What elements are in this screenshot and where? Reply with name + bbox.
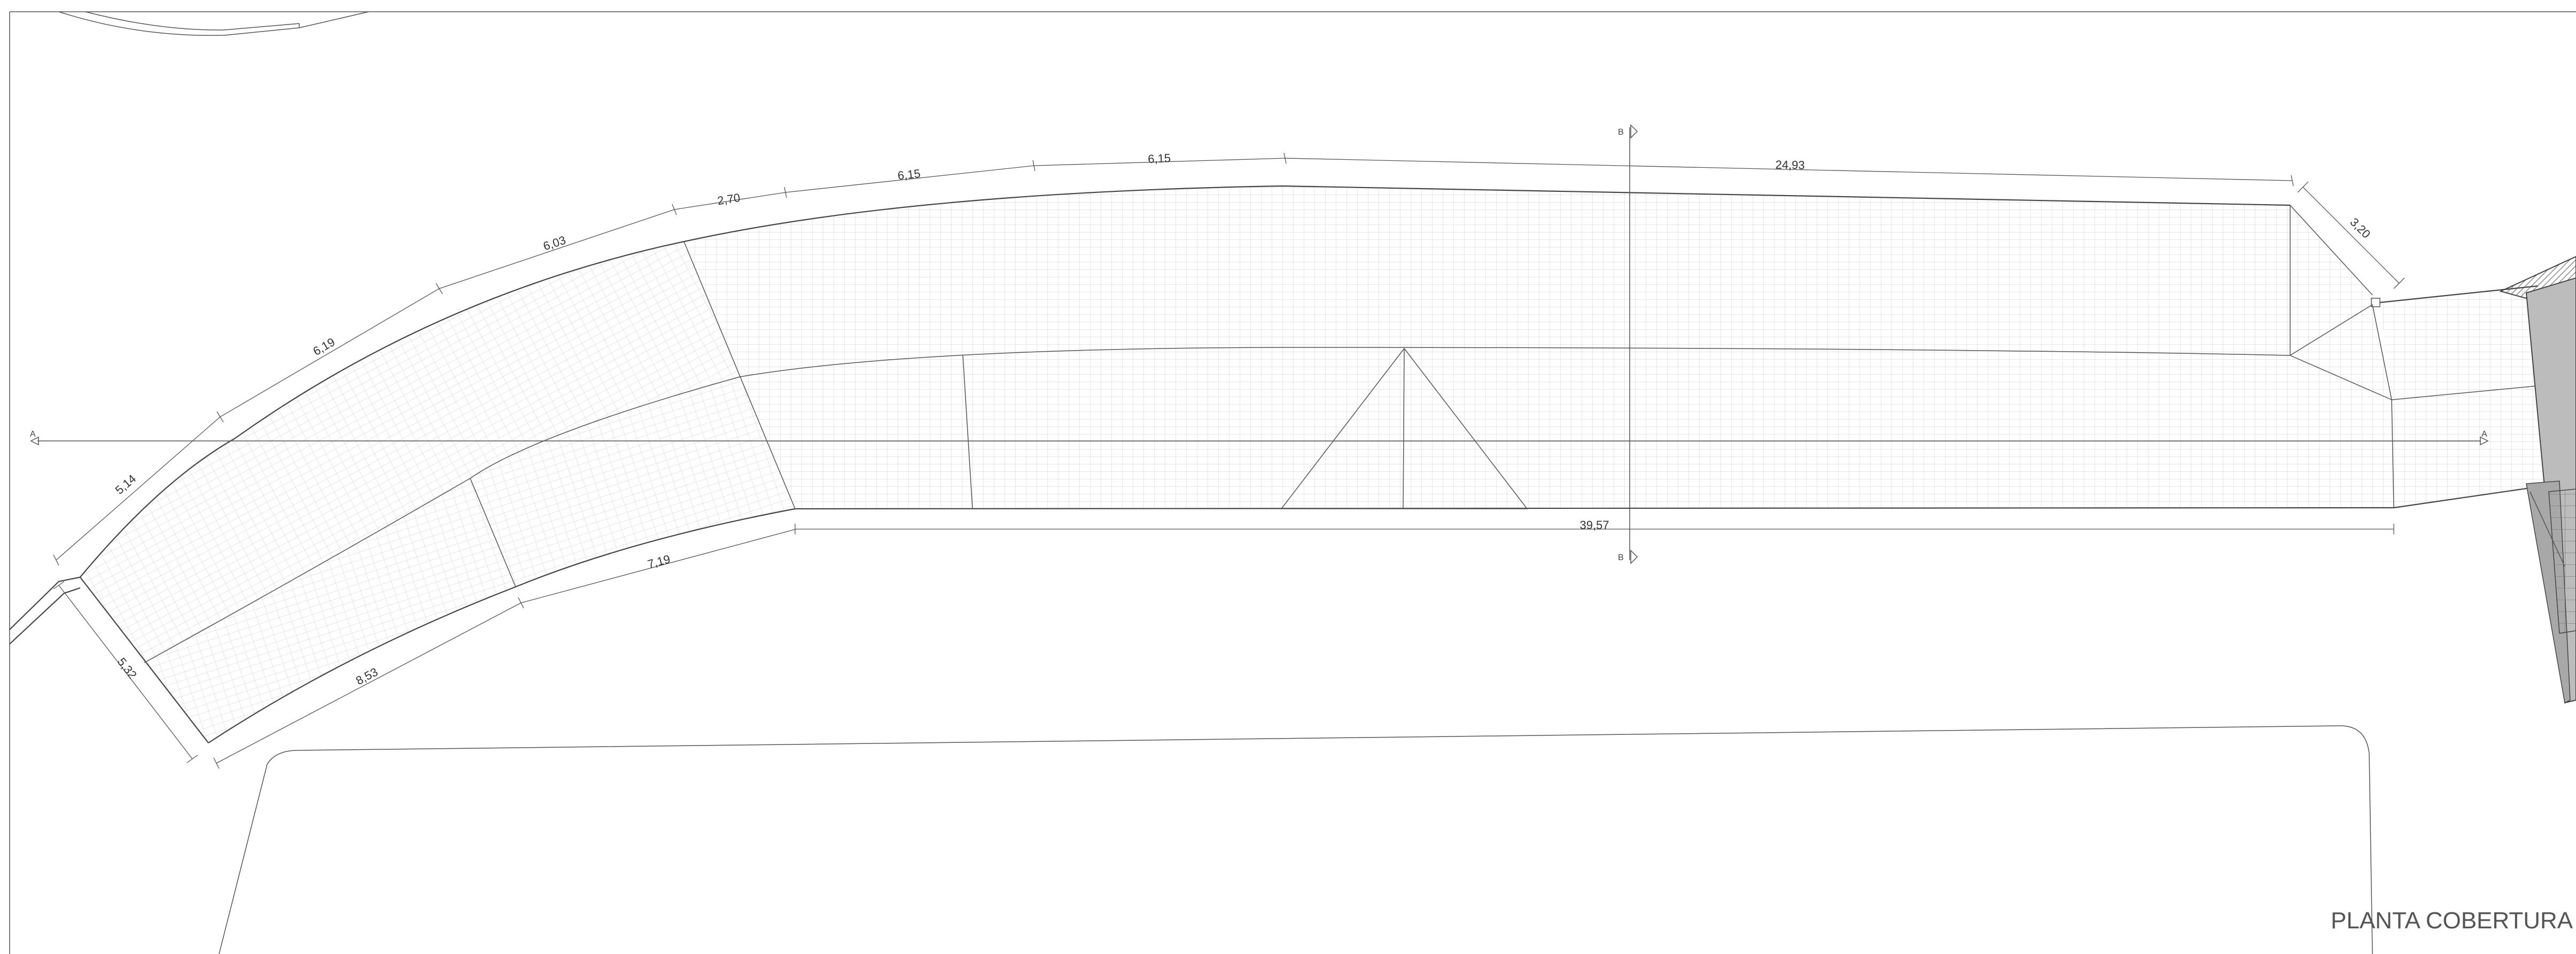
roof-wing-upper [80, 242, 740, 663]
dim-label-6-03: 6,03 [541, 233, 567, 253]
dim-label-24-93: 24,93 [1775, 158, 1804, 172]
site-outline [219, 725, 2373, 954]
adjacent-building [2499, 255, 2576, 704]
roof-wing-lower-right [470, 377, 795, 587]
dim-label-5-32: 5,32 [115, 655, 139, 681]
dim-label-6-19: 6,19 [310, 335, 337, 358]
dim-label-39-57: 39,57 [1579, 518, 1609, 532]
section-line-a: A A [30, 430, 2489, 446]
top-left-curve [58, 11, 369, 36]
roof-right-extension [2380, 286, 2559, 508]
dim-label-6-15-b: 6,15 [1148, 151, 1171, 166]
roof-wing-lower [144, 478, 516, 743]
section-b-top-label: B [1618, 128, 1624, 137]
drawing-frame [9, 11, 2576, 954]
section-a-left-label: A [30, 430, 36, 439]
dim-label-2-70: 2,70 [717, 191, 741, 207]
roof-main-lower [740, 347, 2394, 509]
section-line-b: B B [1618, 124, 1638, 564]
roof-main-upper [684, 186, 2290, 377]
left-walkway [9, 576, 81, 645]
section-b-bottom-label: B [1618, 553, 1624, 562]
dim-label-6-15-a: 6,15 [897, 167, 921, 182]
dimension-lines [53, 152, 2405, 769]
dim-label-3-20: 3,20 [2347, 215, 2373, 241]
dim-label-5-14: 5,14 [113, 472, 139, 497]
skylight-triangle [1280, 347, 1528, 509]
plan-title: PLANTA COBERTURA [2331, 908, 2573, 934]
drain-box [2371, 298, 2380, 307]
dim-label-7-19: 7,19 [646, 552, 672, 571]
roof-right-end [2290, 205, 2392, 400]
roof-outline [80, 185, 2560, 743]
section-a-right-label: A [2481, 430, 2487, 439]
